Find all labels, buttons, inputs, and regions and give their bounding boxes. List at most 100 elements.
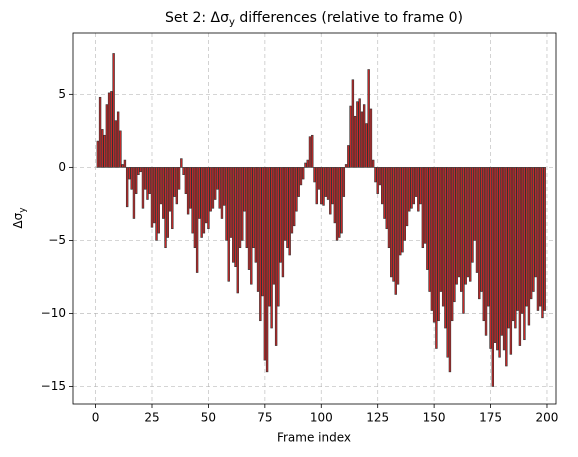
- bar: [202, 167, 206, 234]
- bar: [164, 167, 167, 249]
- bar: [412, 167, 416, 205]
- x-tick-label: 200: [536, 411, 559, 425]
- bar: [315, 167, 318, 205]
- bar: [421, 167, 425, 249]
- bar: [460, 167, 463, 292]
- bar: [123, 159, 127, 168]
- bar: [101, 129, 104, 168]
- bar: [141, 167, 145, 209]
- title-part: Set 2: Δσ: [165, 10, 229, 26]
- bar: [177, 167, 181, 190]
- bar: [290, 167, 294, 234]
- bar: [166, 167, 169, 238]
- bar: [338, 167, 341, 238]
- ylabel-part: Δσ: [11, 212, 25, 228]
- bar: [423, 167, 427, 244]
- bar: [227, 167, 230, 282]
- y-tick-label: −10: [41, 306, 66, 320]
- bar: [110, 91, 113, 168]
- y-tick-label: 0: [58, 160, 66, 174]
- bar: [417, 167, 420, 212]
- bar: [171, 167, 174, 230]
- bar: [466, 167, 470, 278]
- bar: [259, 167, 262, 322]
- x-tick-label: 125: [366, 411, 389, 425]
- bar: [509, 167, 513, 355]
- bar: [326, 167, 330, 200]
- bar: [252, 167, 255, 249]
- bar: [430, 167, 434, 311]
- bar: [419, 167, 422, 205]
- bar: [381, 167, 384, 205]
- bar: [455, 167, 458, 285]
- bar: [480, 167, 483, 292]
- bar: [541, 167, 544, 319]
- bar: [498, 167, 501, 358]
- bar: [128, 167, 131, 180]
- bar: [162, 167, 165, 219]
- y-tick-label: −5: [48, 233, 66, 247]
- bar: [286, 167, 289, 249]
- bar: [347, 145, 350, 168]
- bar: [367, 69, 370, 168]
- bar: [132, 167, 136, 219]
- y-tick-label: 5: [58, 87, 66, 101]
- bar: [439, 167, 443, 292]
- title-part: differences (relative to frame 0): [235, 10, 463, 26]
- bar: [150, 167, 154, 228]
- bar: [218, 167, 221, 209]
- bar: [144, 167, 147, 190]
- bar: [351, 79, 355, 168]
- bar: [410, 167, 413, 209]
- bar: [306, 159, 309, 168]
- bar: [534, 167, 537, 278]
- bar: [399, 167, 402, 256]
- bar: [349, 105, 352, 168]
- bar: [396, 167, 400, 285]
- bar: [335, 167, 339, 241]
- bar: [453, 167, 456, 303]
- y-tick-label: −15: [41, 379, 66, 393]
- bar: [184, 167, 188, 194]
- bar: [173, 167, 176, 197]
- bar: [302, 167, 305, 180]
- bar: [405, 167, 409, 227]
- bar: [392, 167, 395, 282]
- bar: [362, 104, 366, 168]
- bar: [223, 167, 226, 206]
- bar: [105, 104, 109, 168]
- bar: [487, 167, 490, 307]
- x-tick-label: 175: [479, 411, 502, 425]
- bar: [241, 167, 244, 241]
- bar: [500, 167, 504, 336]
- bar: [538, 167, 542, 307]
- bar: [493, 167, 497, 343]
- bar: [213, 167, 217, 200]
- ylabel-part: y: [18, 207, 28, 213]
- bar: [198, 167, 201, 219]
- plot-frame: [72, 32, 557, 405]
- bar: [299, 167, 303, 186]
- bar: [254, 167, 258, 263]
- bar: [283, 167, 287, 241]
- bar: [148, 167, 151, 194]
- bar: [112, 53, 115, 168]
- bar: [277, 167, 280, 307]
- bar: [478, 167, 481, 300]
- bar: [137, 167, 140, 175]
- bar: [378, 167, 382, 186]
- bar: [464, 167, 467, 285]
- bar: [365, 123, 368, 168]
- bar: [168, 167, 172, 212]
- bar: [247, 167, 251, 270]
- bar: [229, 167, 233, 238]
- x-tick-label: 50: [201, 411, 216, 425]
- bar: [220, 167, 224, 219]
- bar: [473, 167, 476, 241]
- bar: [491, 167, 495, 387]
- bar: [511, 167, 515, 322]
- bar: [157, 167, 160, 234]
- bar: [525, 167, 528, 307]
- bar: [356, 101, 359, 168]
- bar: [457, 167, 461, 278]
